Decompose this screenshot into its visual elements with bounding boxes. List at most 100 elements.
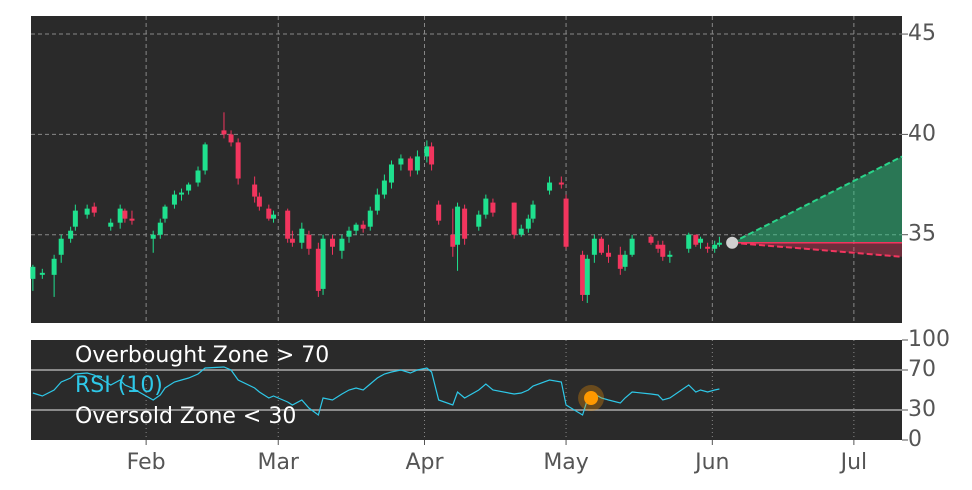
annotation: Oversold Zone < 30	[75, 404, 296, 429]
candle-body	[698, 238, 704, 243]
candle-body	[91, 206, 97, 213]
candle-body	[157, 222, 163, 235]
candle-body	[716, 242, 722, 245]
candle-body	[186, 184, 192, 191]
x-tick-label: Feb	[127, 450, 166, 475]
candle-body	[320, 238, 326, 289]
candle-body	[580, 254, 586, 295]
candle-body	[162, 206, 168, 219]
candle-body	[122, 210, 128, 219]
candle-body	[584, 258, 590, 295]
candle-body	[360, 224, 366, 229]
candle-body	[525, 218, 531, 229]
candle-body	[563, 198, 569, 247]
candle-body	[558, 182, 564, 185]
candle-body	[353, 224, 359, 231]
candle-body	[266, 208, 272, 219]
y-tick-label: 35	[908, 222, 936, 247]
candle-body	[374, 194, 380, 211]
forecast-start	[726, 236, 739, 249]
candle-body	[429, 146, 435, 165]
candle-body	[450, 234, 456, 247]
candle-body	[367, 210, 373, 227]
y-tick-label: 45	[908, 21, 936, 46]
y-tick-label: 70	[908, 357, 936, 382]
candle-body	[108, 222, 114, 227]
candle-body	[228, 134, 234, 143]
candle-body	[436, 204, 442, 221]
x-tick-label: May	[543, 450, 588, 475]
candle-body	[195, 170, 201, 183]
candle-body	[58, 238, 64, 255]
candle-body	[622, 254, 628, 267]
annotation: Overbought Zone > 70	[75, 343, 329, 368]
candle-body	[202, 144, 208, 171]
candle-body	[306, 234, 312, 249]
legend-label: RSI (10)	[75, 373, 163, 398]
candle-body	[299, 228, 305, 243]
candle-body	[598, 238, 604, 253]
price-panel	[31, 16, 902, 323]
candle-body	[629, 238, 635, 255]
candle-body	[424, 146, 430, 157]
candle-body	[330, 238, 335, 247]
candle-body	[39, 272, 45, 275]
candle-body	[68, 230, 74, 239]
candle-body	[712, 244, 718, 249]
candle-body	[84, 208, 90, 215]
candle-body	[655, 244, 661, 249]
y-tick-label: 30	[908, 397, 936, 422]
candle-body	[693, 234, 699, 245]
candle-body	[346, 230, 352, 237]
candle-body	[547, 182, 553, 191]
rsi-panel	[31, 340, 902, 440]
forecast-upper	[731, 155, 903, 244]
candle-body	[660, 244, 666, 257]
candle-body	[129, 218, 135, 221]
candle-body	[315, 248, 321, 291]
candle-body	[617, 254, 623, 269]
candle-body	[235, 142, 241, 179]
candle-body	[407, 158, 413, 171]
y-tick-label: 0	[908, 427, 922, 452]
candle-body	[414, 156, 420, 171]
candle-body	[518, 228, 524, 235]
x-tick-label: Mar	[257, 450, 299, 475]
x-tick-label: Jun	[693, 450, 729, 475]
rsi-marker	[584, 391, 599, 405]
candle-body	[285, 210, 291, 239]
candle-body	[221, 130, 227, 135]
candle-body	[256, 196, 262, 207]
candle-body	[398, 158, 404, 165]
candle-body	[381, 180, 387, 195]
candle-body	[455, 206, 461, 245]
candle-body	[462, 208, 468, 239]
candle-body	[490, 202, 496, 213]
candle-body	[648, 236, 654, 243]
candle-body	[271, 214, 277, 219]
candle-body	[591, 238, 597, 255]
forecast-lower	[732, 241, 903, 258]
candle-body	[171, 194, 177, 205]
candle-body	[511, 202, 517, 235]
candle-body	[30, 266, 36, 279]
y-tick-label: 40	[908, 121, 936, 146]
candle-body	[530, 204, 536, 219]
candle-body	[289, 238, 295, 243]
candle-body	[667, 254, 673, 257]
candle-body	[51, 258, 57, 275]
candle-body	[388, 164, 394, 183]
candle-body	[606, 252, 612, 257]
x-tick-label: Jul	[839, 450, 868, 475]
candle-body	[179, 192, 185, 195]
candle-body	[150, 234, 156, 239]
candle-body	[252, 184, 258, 197]
candle-body	[72, 210, 78, 227]
candle-body	[476, 214, 482, 227]
rsi-line	[32, 366, 720, 417]
x-tick-label: Apr	[405, 450, 444, 475]
y-tick-label: 100	[908, 327, 950, 352]
candle-body	[117, 208, 123, 223]
candle-body	[686, 234, 692, 249]
